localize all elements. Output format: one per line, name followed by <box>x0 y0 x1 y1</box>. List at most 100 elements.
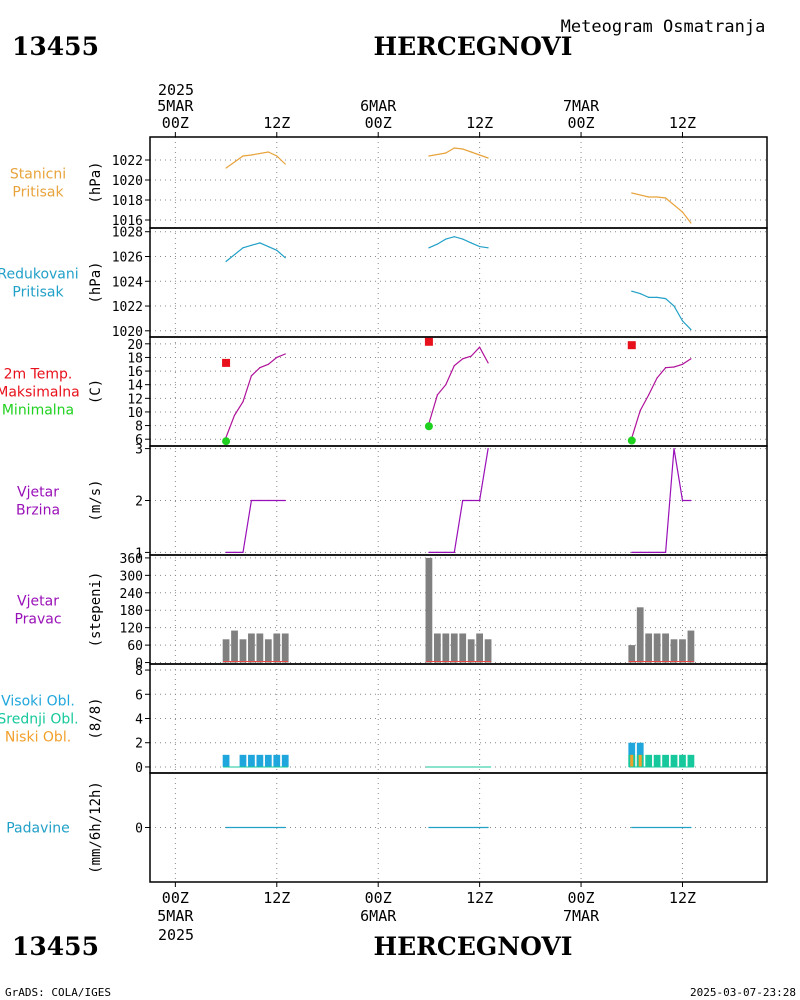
y-tick-label: 3 <box>135 443 143 458</box>
data-point <box>453 236 455 238</box>
wind-direction-bar <box>256 633 264 663</box>
top-date-label: 5MAR <box>157 97 194 115</box>
data-point <box>436 394 438 396</box>
cloud-bar <box>222 754 230 767</box>
data-point <box>664 367 667 369</box>
data-point <box>664 197 667 199</box>
data-point <box>445 238 447 240</box>
data-point <box>479 346 481 348</box>
data-point <box>284 163 286 165</box>
data-point <box>445 551 447 554</box>
y-tick-label: 8 <box>135 664 143 679</box>
wind-direction-bar <box>670 639 678 663</box>
y-tick-label: 1016 <box>112 214 143 229</box>
top-hour-label: 12Z <box>466 114 493 132</box>
data-point <box>462 238 464 240</box>
panel-label: Stanicni <box>10 167 66 183</box>
data-point <box>656 296 658 298</box>
bottom-hour-label: 12Z <box>263 889 290 907</box>
panel-label: Redukovani <box>0 267 79 283</box>
y-tick-label: 1028 <box>112 226 143 241</box>
data-point <box>267 499 269 502</box>
panel-label: Pravac <box>14 612 61 628</box>
data-point <box>276 499 278 502</box>
series-line <box>631 290 692 331</box>
panel-frame <box>149 772 768 883</box>
panel-label: Niski Obl. <box>5 730 71 746</box>
cloud-bar <box>256 754 264 767</box>
data-point <box>479 499 481 502</box>
data-point <box>453 365 455 367</box>
y-tick-label: 4 <box>135 713 143 728</box>
wind-direction-bar <box>653 633 661 663</box>
y-tick-label: 1022 <box>112 300 143 315</box>
wind-direction-bar <box>484 639 492 663</box>
panel-frame <box>149 227 768 338</box>
data-point <box>690 328 692 331</box>
bottom-hour-label: 00Z <box>365 889 392 907</box>
data-point <box>479 154 481 156</box>
timestamp-label: 2025-03-07-23:28 <box>690 986 796 999</box>
wind-direction-bar <box>433 633 441 663</box>
data-point <box>681 499 684 502</box>
data-point <box>225 260 227 263</box>
tmin-marker <box>222 437 231 446</box>
panels-group: 1016101810201022(hPa)StanicniPritisak102… <box>0 136 768 883</box>
y-tick-label: 2 <box>135 495 143 510</box>
cloud-bar <box>630 754 634 767</box>
data-point <box>225 826 227 829</box>
data-point <box>648 196 650 198</box>
top-hour-label: 00Z <box>365 114 392 132</box>
series-line <box>225 151 286 169</box>
data-point <box>242 155 244 157</box>
panel-label: Vjetar <box>17 594 59 610</box>
panel-reduced-pressure: 1020 1022 1024 1026 1028 (hPa) Redukovani Priti… <box>0 226 768 340</box>
data-point <box>648 551 650 554</box>
top-hour-label: 00Z <box>568 114 595 132</box>
panel-label: Maksimalna <box>0 385 80 401</box>
y-tick-label: 1020 <box>112 325 143 340</box>
top-hour-label: 00Z <box>162 114 189 132</box>
wind-direction-bar <box>467 639 475 663</box>
data-point <box>259 367 261 369</box>
y-tick-label: 1 <box>135 546 143 561</box>
station-name: HERCEGNOVI <box>373 32 572 61</box>
cloud-bar <box>662 754 669 767</box>
data-point <box>267 151 269 153</box>
y-tick-label: 180 <box>120 604 143 619</box>
data-point <box>470 355 472 357</box>
wind-direction-bar <box>450 633 458 663</box>
cloud-bar <box>273 754 281 767</box>
wind-direction-bar <box>679 639 686 663</box>
top-hour-label: 12Z <box>669 114 696 132</box>
bottom-hour-label: 12Z <box>669 889 696 907</box>
data-point <box>233 551 236 554</box>
series-line <box>225 353 286 438</box>
y-tick-label: 240 <box>120 587 143 602</box>
panel-label: Vjetar <box>17 485 59 501</box>
data-point <box>664 298 667 300</box>
wind-direction-bar <box>628 645 636 663</box>
data-point <box>259 242 261 244</box>
y-tick-label: 0 <box>135 822 143 837</box>
data-point <box>639 293 641 295</box>
data-point <box>462 499 464 502</box>
footer-station-name: HERCEGNOVI <box>373 932 572 961</box>
data-point <box>681 211 684 213</box>
data-point <box>681 363 684 365</box>
data-point <box>639 409 641 412</box>
y-tick-label: 300 <box>120 569 143 584</box>
data-point <box>267 245 269 248</box>
cloud-bar <box>679 754 686 767</box>
bottom-year-label: 2025 <box>158 926 194 944</box>
data-point <box>690 826 692 829</box>
y-tick-label: 18 <box>127 351 143 366</box>
y-tick-label: 60 <box>127 639 143 654</box>
data-point <box>436 243 438 245</box>
data-point <box>250 375 253 377</box>
data-point <box>690 499 692 502</box>
wind-direction-bar <box>476 633 484 663</box>
series-line <box>226 499 286 554</box>
cloud-bar <box>281 754 289 767</box>
top-year-label: 2025 <box>158 81 194 99</box>
